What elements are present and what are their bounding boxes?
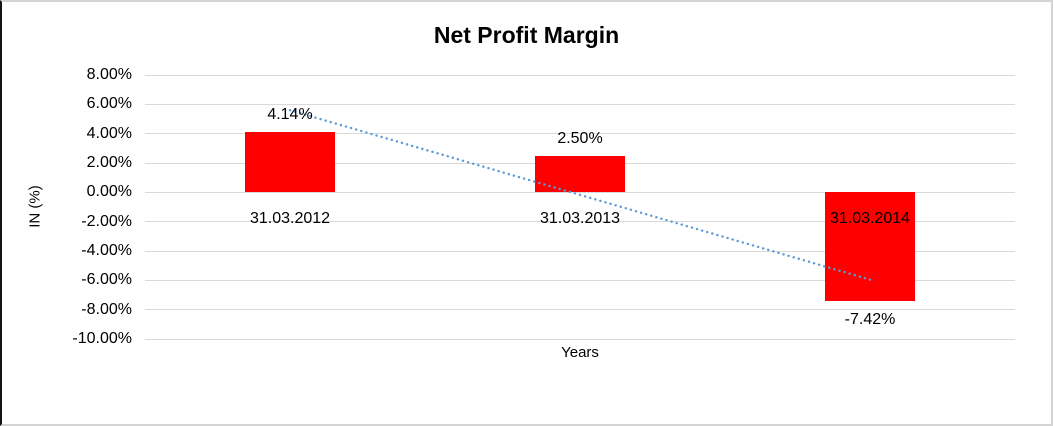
- bar-value-label: 4.14%: [267, 105, 313, 123]
- y-tick-label: 6.00%: [86, 95, 132, 113]
- y-tick-label: 0.00%: [86, 183, 132, 201]
- y-tick-label: -4.00%: [81, 242, 132, 259]
- y-tick-label: -10.00%: [72, 330, 132, 347]
- bar: [535, 155, 625, 193]
- y-tick-label: 8.00%: [86, 66, 132, 83]
- category-label: 31.03.2014: [829, 210, 911, 228]
- category-label: 31.03.2013: [539, 210, 621, 228]
- bar-value-label: -7.42%: [844, 311, 896, 329]
- bar: [245, 131, 335, 193]
- gridline: [145, 338, 1015, 340]
- bar-value-label: 2.50%: [557, 129, 603, 147]
- y-axis-title: IN (%): [26, 185, 44, 228]
- y-tick-label: -2.00%: [81, 212, 132, 230]
- y-tick-label: 2.00%: [86, 154, 132, 171]
- category-label: 31.03.2012: [249, 210, 331, 228]
- chart-title: Net Profit Margin: [433, 22, 620, 48]
- gridline: [145, 103, 1015, 105]
- y-tick-label: -8.00%: [81, 300, 132, 318]
- y-tick-label: 4.00%: [86, 124, 132, 142]
- gridline: [145, 309, 1015, 311]
- x-axis-title: Years: [561, 344, 599, 361]
- gridline: [145, 74, 1015, 76]
- y-tick-label: -6.00%: [81, 271, 132, 289]
